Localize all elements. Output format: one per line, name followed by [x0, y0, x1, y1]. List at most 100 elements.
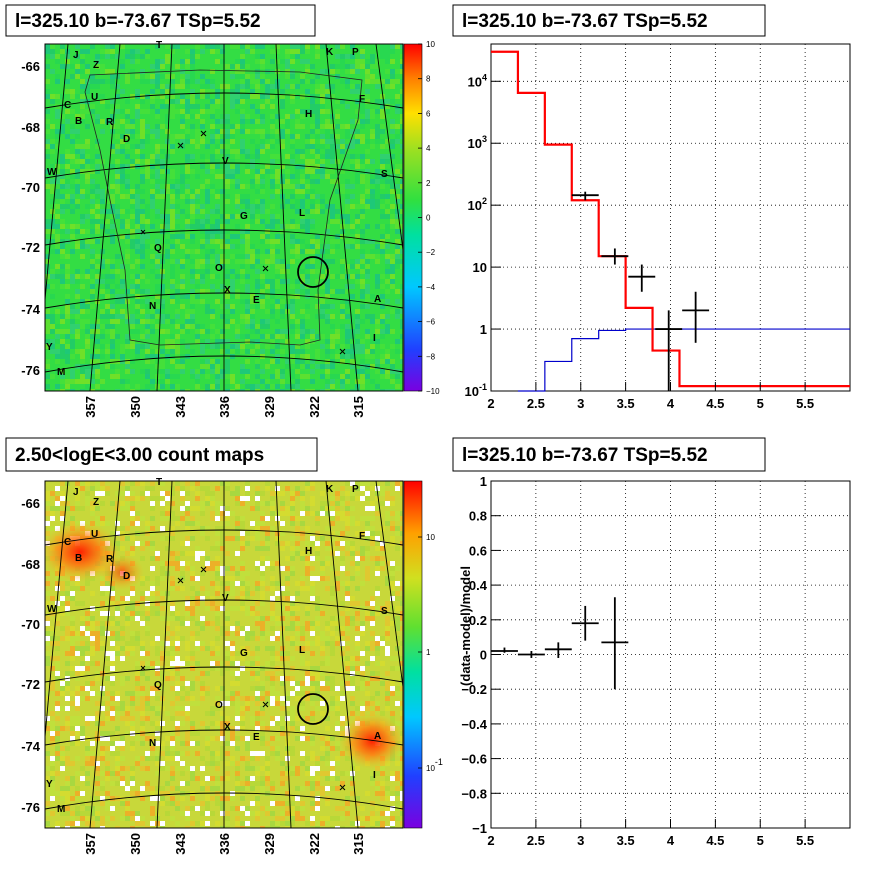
map-pixel — [255, 119, 260, 124]
map-pixel — [115, 159, 120, 164]
map-pixel — [205, 264, 210, 269]
map-pixel — [45, 49, 50, 54]
map-pixel — [195, 646, 200, 651]
map-pixel — [120, 294, 125, 299]
map-pixel — [385, 214, 390, 219]
map-pixel — [145, 651, 150, 656]
map-pixel — [225, 701, 230, 706]
map-pixel — [340, 546, 345, 551]
map-pixel — [360, 209, 365, 214]
map-pixel — [210, 491, 215, 496]
map-pixel — [270, 691, 275, 696]
map-pixel — [195, 384, 200, 389]
map-pixel — [230, 279, 235, 284]
map-pixel — [245, 646, 250, 651]
map-pixel — [240, 521, 245, 526]
map-pixel — [155, 189, 160, 194]
map-pixel — [65, 304, 70, 309]
map-pixel — [220, 711, 225, 716]
map-pixel — [135, 149, 140, 154]
map-pixel — [265, 531, 270, 536]
map-pixel — [290, 84, 295, 89]
map-pixel — [300, 109, 305, 114]
map-pixel — [265, 169, 270, 174]
map-pixel — [285, 726, 290, 731]
map-pixel — [310, 621, 315, 626]
map-pixel — [360, 379, 365, 384]
map-pixel — [255, 671, 260, 676]
map-pixel — [360, 204, 365, 209]
map-pixel — [310, 651, 315, 656]
map-pixel — [400, 526, 403, 531]
map-pixel — [310, 666, 315, 671]
map-pixel — [190, 194, 195, 199]
map-pixel — [45, 521, 50, 526]
map-pixel — [90, 324, 95, 329]
source-label-G: G — [240, 211, 248, 222]
map-pixel — [255, 721, 260, 726]
map-pixel — [385, 389, 390, 391]
map-pixel — [240, 631, 245, 636]
map-pixel — [380, 214, 385, 219]
map-pixel — [195, 189, 200, 194]
map-pixel — [130, 244, 135, 249]
map-pixel — [275, 651, 280, 656]
map-pixel — [100, 129, 105, 134]
map-pixel — [60, 686, 65, 691]
map-pixel — [190, 324, 195, 329]
map-pixel — [95, 776, 100, 781]
map-pixel — [130, 641, 135, 646]
map-pixel — [110, 219, 115, 224]
map-pixel — [190, 696, 195, 701]
map-pixel — [210, 249, 215, 254]
map-pixel — [200, 646, 205, 651]
map-pixel — [305, 389, 310, 391]
map-pixel — [55, 576, 60, 581]
map-pixel — [220, 244, 225, 249]
map-pixel — [220, 736, 225, 741]
map-pixel — [140, 716, 145, 721]
map-pixel — [240, 516, 245, 521]
map-pixel — [280, 104, 285, 109]
map-pixel — [265, 309, 270, 314]
map-pixel — [370, 354, 375, 359]
map-pixel — [115, 314, 120, 319]
map-pixel — [325, 314, 330, 319]
map-pixel — [385, 706, 390, 711]
map-pixel — [110, 691, 115, 696]
map-pixel — [250, 736, 255, 741]
map-pixel — [85, 721, 90, 726]
map-pixel — [295, 84, 300, 89]
map-pixel — [365, 616, 370, 621]
map-pixel — [110, 771, 115, 776]
map-pixel — [295, 294, 300, 299]
map-pixel — [175, 691, 180, 696]
map-pixel — [55, 244, 60, 249]
map-pixel — [375, 279, 380, 284]
map-pixel — [195, 299, 200, 304]
map-pixel — [110, 264, 115, 269]
map-pixel — [70, 304, 75, 309]
map-pixel — [75, 379, 80, 384]
map-pixel — [180, 294, 185, 299]
map-pixel — [340, 486, 345, 491]
map-pixel — [270, 119, 275, 124]
map-pixel — [390, 204, 395, 209]
map-pixel — [260, 526, 265, 531]
map-pixel — [130, 284, 135, 289]
map-pixel — [210, 511, 215, 516]
map-pixel — [160, 661, 165, 666]
map-pixel — [70, 329, 75, 334]
map-pixel — [200, 586, 205, 591]
map-pixel — [305, 279, 310, 284]
map-pixel — [315, 389, 320, 391]
map-pixel — [385, 631, 390, 636]
map-pixel — [315, 54, 320, 59]
map-pixel — [245, 339, 250, 344]
map-pixel — [125, 646, 130, 651]
map-pixel — [110, 69, 115, 74]
map-pixel — [240, 536, 245, 541]
map-pixel — [130, 651, 135, 656]
map-pixel — [290, 299, 295, 304]
map-pixel — [305, 676, 310, 681]
